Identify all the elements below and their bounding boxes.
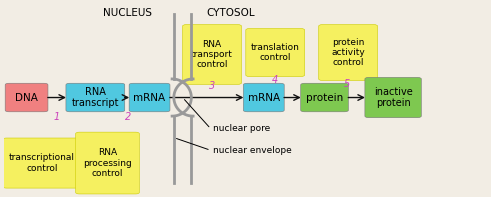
Text: nuclear pore: nuclear pore <box>213 124 271 133</box>
Text: 5: 5 <box>344 79 350 89</box>
Text: protein: protein <box>306 93 343 102</box>
Text: transcriptional
control: transcriptional control <box>9 153 75 173</box>
FancyBboxPatch shape <box>183 25 242 85</box>
Text: inactive
protein: inactive protein <box>374 87 412 108</box>
Text: mRNA: mRNA <box>248 93 280 102</box>
Text: 1: 1 <box>53 112 59 122</box>
FancyBboxPatch shape <box>3 138 81 188</box>
Text: RNA
processing
control: RNA processing control <box>83 148 132 178</box>
Text: NUCLEUS: NUCLEUS <box>104 8 153 18</box>
Text: mRNA: mRNA <box>134 93 165 102</box>
FancyBboxPatch shape <box>319 25 378 81</box>
Text: nuclear envelope: nuclear envelope <box>213 146 292 155</box>
Text: 2: 2 <box>125 112 131 122</box>
FancyBboxPatch shape <box>66 83 125 112</box>
Text: RNA
transport
control: RNA transport control <box>191 40 233 69</box>
Text: 4: 4 <box>272 75 278 85</box>
Text: translation
control: translation control <box>251 43 300 62</box>
Text: 3: 3 <box>209 81 215 91</box>
FancyBboxPatch shape <box>76 132 139 194</box>
Text: CYTOSOL: CYTOSOL <box>206 8 254 18</box>
FancyBboxPatch shape <box>246 29 304 77</box>
FancyBboxPatch shape <box>129 83 170 112</box>
FancyBboxPatch shape <box>300 83 348 112</box>
Text: protein
activity
control: protein activity control <box>331 38 365 67</box>
FancyBboxPatch shape <box>244 83 284 112</box>
Text: RNA
transcript: RNA transcript <box>72 87 119 108</box>
FancyBboxPatch shape <box>365 77 421 118</box>
Text: DNA: DNA <box>15 93 38 102</box>
FancyBboxPatch shape <box>5 83 48 112</box>
